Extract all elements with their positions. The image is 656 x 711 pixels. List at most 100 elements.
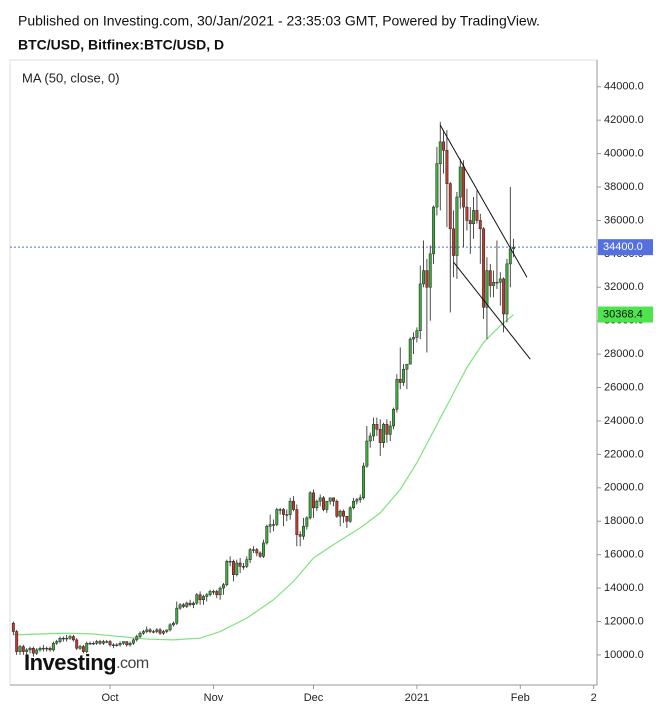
y-tick-label: 18000.0 bbox=[604, 515, 644, 527]
x-tick-label: Dec bbox=[304, 692, 324, 704]
candle-body bbox=[362, 465, 365, 499]
trendline bbox=[439, 124, 528, 278]
candle-body bbox=[238, 562, 242, 567]
candle-body bbox=[265, 525, 269, 544]
candle-body bbox=[328, 497, 332, 502]
candle-body bbox=[198, 594, 202, 601]
candle-body bbox=[191, 602, 195, 606]
y-tick-label: 36000.0 bbox=[604, 214, 644, 226]
candle-body bbox=[482, 228, 486, 308]
candle-body bbox=[358, 497, 362, 500]
moving-average-line bbox=[13, 314, 515, 641]
candle-body bbox=[115, 644, 119, 646]
candle-body bbox=[292, 500, 295, 510]
candle-body bbox=[135, 636, 139, 641]
candle-body bbox=[462, 166, 466, 208]
last-price-label: 34400.0 bbox=[603, 241, 643, 253]
candle-body bbox=[435, 163, 439, 208]
candle-body bbox=[242, 566, 245, 568]
candle-body bbox=[348, 507, 352, 522]
x-tick-label: Oct bbox=[101, 692, 118, 704]
candle-body bbox=[235, 562, 239, 575]
candle-body bbox=[408, 338, 412, 365]
y-tick-label: 38000.0 bbox=[604, 181, 644, 193]
candle-body bbox=[465, 206, 469, 221]
candle-body bbox=[111, 644, 115, 646]
candle-body bbox=[45, 647, 49, 650]
candle-body bbox=[11, 622, 15, 632]
candle-body bbox=[168, 624, 172, 631]
candle-body bbox=[475, 210, 479, 221]
candle-body bbox=[228, 561, 232, 563]
candle-body bbox=[448, 183, 452, 230]
candle-body bbox=[188, 602, 192, 606]
candle-body bbox=[268, 524, 272, 527]
candle-body bbox=[495, 282, 499, 284]
candle-body bbox=[412, 337, 416, 340]
candle-body bbox=[148, 629, 152, 632]
ma-price-box bbox=[598, 306, 653, 323]
candle-body bbox=[201, 596, 205, 601]
candle-body bbox=[128, 642, 132, 646]
candle-body bbox=[155, 629, 159, 632]
candle-body bbox=[21, 646, 25, 652]
candle-body bbox=[101, 641, 105, 644]
candle-body bbox=[345, 515, 349, 522]
y-tick-label: 22000.0 bbox=[604, 448, 644, 460]
chart-title: Published on Investing.com, 30/Jan/2021 … bbox=[18, 13, 540, 29]
candle-body bbox=[318, 497, 322, 502]
candle-body bbox=[232, 561, 235, 575]
candle-body bbox=[98, 641, 102, 644]
candle-body bbox=[78, 646, 82, 649]
y-tick-label: 42000.0 bbox=[604, 114, 644, 126]
candle-body bbox=[505, 263, 509, 315]
logo-brand: Investing bbox=[24, 650, 116, 675]
candle-body bbox=[88, 642, 92, 645]
candle-body bbox=[485, 270, 489, 308]
x-tick-label: 2021 bbox=[405, 692, 429, 704]
logo: Investing.com bbox=[24, 650, 149, 675]
x-tick-label: Nov bbox=[204, 692, 224, 704]
candle-body bbox=[275, 509, 279, 525]
candle-body bbox=[85, 642, 89, 652]
candle-body bbox=[258, 552, 262, 557]
candle-body bbox=[141, 631, 145, 634]
candle-body bbox=[322, 497, 325, 510]
candle-body bbox=[138, 632, 142, 637]
candle-body bbox=[151, 631, 155, 633]
candle-body bbox=[295, 509, 299, 535]
candle-body bbox=[385, 424, 389, 435]
candle-body bbox=[222, 584, 225, 589]
candle-body bbox=[215, 591, 219, 596]
last-price-box bbox=[598, 239, 653, 256]
candle-body bbox=[488, 270, 492, 286]
candle-body bbox=[185, 602, 189, 607]
candle-body bbox=[355, 499, 359, 502]
candle-body bbox=[415, 330, 419, 338]
candle-body bbox=[18, 646, 22, 652]
candle-body bbox=[205, 594, 209, 597]
y-tick-label: 32000.0 bbox=[604, 281, 644, 293]
candle-body bbox=[171, 622, 175, 626]
candle-body bbox=[445, 149, 449, 184]
candle-body bbox=[41, 647, 45, 650]
candle-body bbox=[378, 429, 382, 443]
y-tick-label: 28000.0 bbox=[604, 348, 644, 360]
candle-body bbox=[375, 424, 379, 430]
candle-body bbox=[55, 641, 59, 644]
y-tick-label: 16000.0 bbox=[604, 549, 644, 561]
candle-body bbox=[352, 500, 355, 509]
candle-body bbox=[161, 631, 165, 634]
candle-body bbox=[442, 141, 446, 151]
candle-body bbox=[225, 561, 229, 585]
candle-body bbox=[332, 497, 335, 502]
candle-body bbox=[372, 424, 375, 437]
x-tick-label: 2 bbox=[591, 692, 597, 704]
candle-body bbox=[81, 646, 85, 652]
y-tick-label: 12000.0 bbox=[604, 615, 644, 627]
candle-body bbox=[255, 549, 259, 554]
candle-body bbox=[48, 647, 52, 651]
candle-body bbox=[68, 636, 72, 639]
candle-body bbox=[118, 642, 122, 646]
